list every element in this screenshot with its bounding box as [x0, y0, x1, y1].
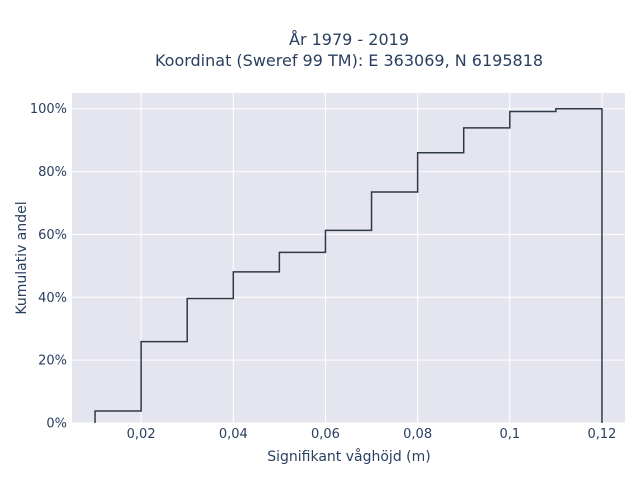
y-tick-label: 60% [38, 228, 67, 243]
x-tick-label: 0,06 [311, 427, 340, 442]
x-tick-label: 0,08 [403, 427, 432, 442]
chart-title-line2: Koordinat (Sweref 99 TM): E 363069, N 61… [155, 51, 543, 70]
x-tick-label: 0,12 [587, 427, 616, 442]
x-tick-label: 0,1 [499, 427, 520, 442]
y-axis-title: Kumulativ andel [14, 201, 30, 314]
chart-title-line1: År 1979 - 2019 [289, 30, 409, 49]
y-tick-label: 80% [38, 165, 67, 180]
plot-area [72, 93, 625, 423]
x-tick-label: 0,02 [127, 427, 156, 442]
y-tick-label: 100% [30, 102, 67, 117]
y-tick-label: 0% [46, 417, 67, 432]
y-tick-label: 40% [38, 291, 67, 306]
cumulative-step-line [94, 107, 603, 423]
x-axis-ticks: 0,02 0,04 0,06 0,08 0,1 0,12 [127, 427, 617, 442]
x-tick-label: 0,04 [219, 427, 248, 442]
y-tick-label: 20% [38, 354, 67, 369]
x-axis-title: Signifikant våghöjd (m) [267, 448, 430, 465]
y-axis-ticks: 0% 20% 40% 60% 80% 100% [30, 102, 67, 431]
